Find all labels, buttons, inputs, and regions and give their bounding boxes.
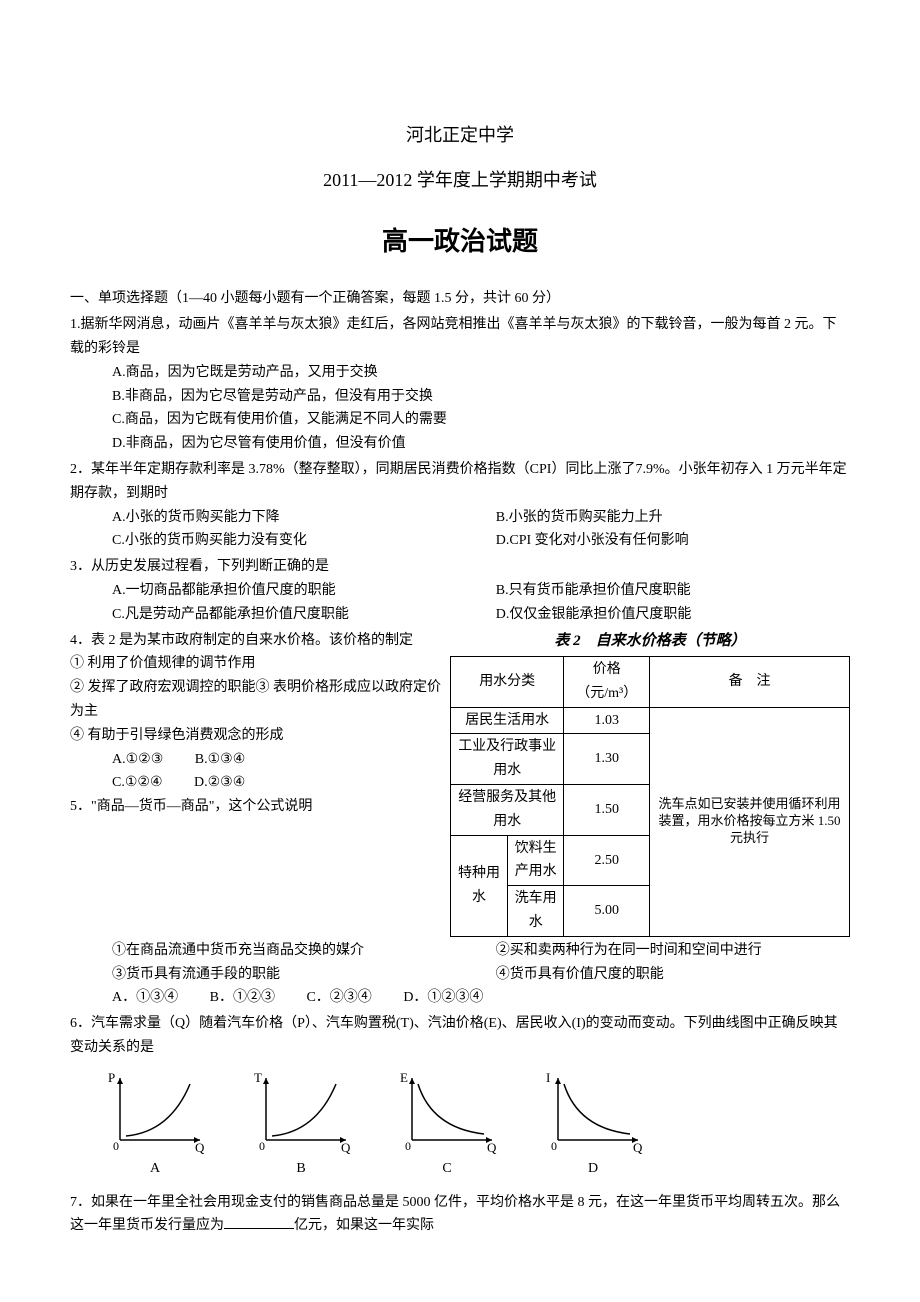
q3-option-a: A.一切商品都能承担价值尺度的职能 (112, 579, 496, 603)
chart-a-xlabel: Q (195, 1140, 205, 1155)
q5-point-3: ③货币具有流通手段的职能 (112, 963, 496, 987)
chart-c-ylabel: E (400, 1070, 408, 1085)
q4-option-a: A.①②③ (112, 748, 163, 772)
question-2: 2．某年半年定期存款利率是 3.78%（整存整取），同期居民消费价格指数（CPI… (70, 458, 850, 553)
q6-stem: 6．汽车需求量（Q）随着汽车价格（P）、汽车购置税(T)、汽油价格(E)、居民收… (70, 1012, 850, 1060)
table-note: 洗车点如已安装并使用循环利用装置，用水价格按每立方米 1.50 元执行 (650, 707, 850, 936)
question-5: ①在商品流通中货币充当商品交换的媒介 ②买和卖两种行为在同一时间和空间中进行 ③… (70, 939, 850, 1010)
q1-stem: 1.据新华网消息，动画片《喜羊羊与灰太狼》走红后，各网站竞相推出《喜羊羊与灰太狼… (70, 313, 850, 361)
chart-d-xlabel: Q (633, 1140, 643, 1155)
row-residential-price: 1.03 (564, 707, 650, 734)
q5-point-2: ②买和卖两种行为在同一时间和空间中进行 (496, 939, 850, 963)
blank-fill (224, 1228, 294, 1229)
q2-option-b: B.小张的货币购买能力上升 (496, 506, 850, 530)
school-name: 河北正定中学 (70, 120, 850, 151)
col-price: 价格（元/m³） (564, 657, 650, 708)
origin-label: 0 (259, 1139, 265, 1153)
row-carwash-price: 5.00 (564, 886, 650, 937)
q4-stem: 4．表 2 是为某市政府制定的自来水价格。该价格的制定 (70, 629, 442, 653)
q1-option-c: C.商品，因为它既有使用价值，又能满足不同人的需要 (70, 408, 850, 432)
exam-year: 2011—2012 学年度上学期期中考试 (70, 165, 850, 196)
chart-b-xlabel: Q (341, 1140, 351, 1155)
origin-label: 0 (405, 1139, 411, 1153)
row-business: 经营服务及其他用水 (451, 785, 564, 836)
col-category: 用水分类 (451, 657, 564, 708)
question-6: 6．汽车需求量（Q）随着汽车价格（P）、汽车购置税(T)、汽油价格(E)、居民收… (70, 1012, 850, 1180)
q5-option-b: B．①②③ (210, 986, 275, 1010)
q4-point-1: ① 利用了价值规律的调节作用 (70, 652, 442, 676)
q5-option-d: D．①②③④ (403, 986, 483, 1010)
q3-option-b: B.只有货币能承担价值尺度职能 (496, 579, 850, 603)
q7-stem-pre: 7．如果在一年里全社会用现金支付的销售商品总量是 5000 亿件，平均价格水平是… (70, 1195, 840, 1234)
question-7: 7．如果在一年里全社会用现金支付的销售商品总量是 5000 亿件，平均价格水平是… (70, 1191, 850, 1239)
question-3: 3．从历史发展过程看，下列判断正确的是 A.一切商品都能承担价值尺度的职能 B.… (70, 555, 850, 626)
water-price-table: 表 2 自来水价格表（节略） 用水分类 价格（元/m³） 备 注 居民生活用水 … (450, 629, 850, 937)
chart-c-xlabel: Q (487, 1140, 497, 1155)
q4-option-d: D.②③④ (194, 771, 245, 795)
q5-point-1: ①在商品流通中货币充当商品交换的媒介 (112, 939, 496, 963)
row-beverage-price: 2.50 (564, 835, 650, 886)
chart-c: E 0 Q C (392, 1070, 502, 1181)
row-special-group: 特种用水 (451, 835, 508, 936)
q4-point-4: ④ 有助于引导绿色消费观念的形成 (70, 724, 442, 748)
origin-label: 0 (113, 1139, 119, 1153)
q1-option-b: B.非商品，因为它尽管是劳动产品，但没有用于交换 (70, 385, 850, 409)
row-industrial: 工业及行政事业用水 (451, 734, 564, 785)
q4-option-c: C.①②④ (112, 771, 163, 795)
row-industrial-price: 1.30 (564, 734, 650, 785)
chart-a-ylabel: P (108, 1070, 115, 1085)
row-residential: 居民生活用水 (451, 707, 564, 734)
chart-d-label: D (538, 1157, 648, 1181)
chart-a: P 0 Q A (100, 1070, 210, 1181)
question-1: 1.据新华网消息，动画片《喜羊羊与灰太狼》走红后，各网站竞相推出《喜羊羊与灰太狼… (70, 313, 850, 456)
q7-stem-post: 亿元，如果这一年实际 (294, 1218, 434, 1233)
q5-option-a: A．①③④ (112, 986, 178, 1010)
table-caption: 表 2 自来水价格表（节略） (450, 629, 850, 655)
row-carwash: 洗车用水 (508, 886, 564, 937)
q4-option-b: B.①③④ (195, 748, 246, 772)
q1-option-d: D.非商品，因为它尽管有使用价值，但没有价值 (70, 432, 850, 456)
row-business-price: 1.50 (564, 785, 650, 836)
chart-c-svg: E 0 Q (392, 1070, 502, 1155)
q2-option-d: D.CPI 变化对小张没有任何影响 (496, 529, 850, 553)
chart-d-svg: I 0 Q (538, 1070, 648, 1155)
q3-stem: 3．从历史发展过程看，下列判断正确的是 (70, 555, 850, 579)
q5-option-c: C．②③④ (306, 986, 371, 1010)
chart-a-label: A (100, 1157, 210, 1181)
q5-stem: 5．"商品—货币—商品"，这个公式说明 (70, 795, 442, 819)
chart-d: I 0 Q D (538, 1070, 648, 1181)
q2-stem: 2．某年半年定期存款利率是 3.78%（整存整取），同期居民消费价格指数（CPI… (70, 458, 850, 506)
q3-option-d: D.仅仅金银能承担价值尺度职能 (496, 603, 850, 627)
chart-b-svg: T 0 Q (246, 1070, 356, 1155)
section-1-heading: 一、单项选择题（1—40 小题每小题有一个正确答案，每题 1.5 分，共计 60… (70, 287, 850, 311)
chart-b-ylabel: T (254, 1070, 262, 1085)
q1-option-a: A.商品，因为它既是劳动产品，又用于交换 (70, 361, 850, 385)
chart-a-svg: P 0 Q (100, 1070, 210, 1155)
question-4: 表 2 自来水价格表（节略） 用水分类 价格（元/m³） 备 注 居民生活用水 … (70, 629, 850, 937)
chart-b-label: B (246, 1157, 356, 1181)
col-note: 备 注 (650, 657, 850, 708)
q2-option-a: A.小张的货币购买能力下降 (112, 506, 496, 530)
q4-point-2-3: ② 发挥了政府宏观调控的职能③ 表明价格形成应以政府定价为主 (70, 676, 442, 724)
q2-option-c: C.小张的货币购买能力没有变化 (112, 529, 496, 553)
row-beverage: 饮料生产用水 (508, 835, 564, 886)
q3-option-c: C.凡是劳动产品都能承担价值尺度职能 (112, 603, 496, 627)
q5-point-4: ④货币具有价值尺度的职能 (496, 963, 850, 987)
q6-charts: P 0 Q A T 0 Q B (100, 1070, 850, 1181)
chart-d-ylabel: I (546, 1070, 550, 1085)
page-title: 高一政治试题 (70, 219, 850, 263)
origin-label: 0 (551, 1139, 557, 1153)
chart-c-label: C (392, 1157, 502, 1181)
chart-b: T 0 Q B (246, 1070, 356, 1181)
